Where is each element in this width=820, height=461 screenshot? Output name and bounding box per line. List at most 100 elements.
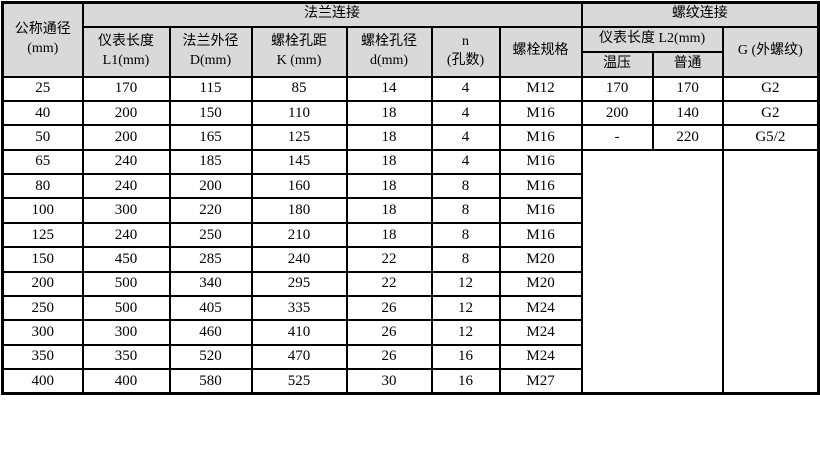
body-cell: 240 — [81, 173, 171, 200]
cell-nominal-diameter: 200 — [1, 270, 84, 298]
table-body: 25 170 115 85 14 4 M12 170 170 G2 40 200 150 110 18 4 M1… — [1, 75, 820, 395]
body-cell: 400 — [81, 368, 171, 395]
body-cell: 22 — [345, 246, 433, 273]
cell-nominal-diameter: 250 — [1, 294, 84, 322]
body-cell: M16 — [498, 148, 583, 176]
body-cell: 220 — [168, 197, 253, 224]
body-cell: 18 — [345, 99, 433, 127]
body-cell: M12 — [498, 75, 583, 102]
header-nominal-line1: 公称通径 — [14, 21, 71, 37]
header-flange-group: 法兰连接 — [81, 1, 583, 28]
table-row: 50 200 165 125 18 4 M16-220 G5/2 — [1, 124, 820, 151]
cell-nominal-diameter: 125 — [1, 221, 84, 249]
table-row: 200 500 340 295 22 12 M20 — [1, 270, 819, 298]
header-thread-group: 螺纹连接 — [580, 1, 820, 28]
body-cell: 200 — [168, 173, 253, 200]
body-cell: 250 — [168, 221, 253, 249]
body-cell: 410 — [250, 319, 348, 346]
header-bolt-hole-diameter: 螺栓孔径 d(mm) — [345, 25, 433, 78]
header-hole-line2: d(mm) — [369, 52, 409, 68]
table-row: 400 400 580 525 30 16 M27 — [1, 368, 819, 395]
body-cell: M27 — [498, 368, 583, 395]
body-cell: 170 — [580, 75, 654, 102]
body-cell: M16 — [498, 197, 583, 224]
cell-nominal-diameter: 150 — [1, 246, 84, 273]
spec-table: 公称通径 (mm) 法兰连接 螺纹连接 仪表长度 L1(mm) 法兰外径 D(m… — [1, 1, 820, 396]
cell-nominal-diameter: 65 — [1, 148, 84, 176]
table-row: 125 240 250 210 18 8 M16 — [1, 221, 819, 249]
cell-nominal-diameter: 400 — [1, 368, 84, 395]
header-hole-count: n (孔数) — [430, 25, 501, 78]
table-row: 100 300 220 180 18 8 M16 — [1, 197, 819, 224]
table-row: 40 200 150 110 18 4 M16 200 140 G2 — [1, 99, 820, 127]
body-cell: 26 — [345, 319, 433, 346]
cell-nominal-diameter: 25 — [1, 75, 84, 102]
cell-nominal-diameter: 40 — [1, 99, 84, 127]
body-cell: 185 — [168, 148, 253, 176]
header-d-line2: D(mm) — [189, 52, 232, 68]
body-cell: 160 — [250, 173, 348, 200]
header-n-line2: (孔数) — [446, 52, 485, 68]
table-row: 65 240 185 145 18 4 M16 — [1, 148, 820, 395]
body-cell: 12 — [430, 270, 501, 298]
body-cell: 4 — [430, 124, 501, 151]
body-cell: 4 — [430, 99, 501, 127]
cell-nominal-diameter: 100 — [1, 197, 84, 224]
body-cell: 18 — [345, 197, 433, 224]
header-g-external-thread: G (外螺纹) — [721, 25, 820, 78]
header-row-groups: 公称通径 (mm) 法兰连接 螺纹连接 — [1, 1, 820, 78]
table-row: 300 300 460 410 26 12 M24 — [1, 319, 819, 346]
body-cell: M16 — [498, 124, 583, 151]
body-cell: 165 — [168, 124, 253, 151]
merged-empty-l2-cell — [580, 148, 724, 395]
body-cell: 500 — [81, 270, 171, 298]
body-cell: 220 — [651, 124, 724, 151]
header-row-l2-sub: 温压 普通 — [3, 50, 819, 78]
body-cell: 240 — [81, 221, 171, 249]
body-cell: 115 — [168, 75, 253, 102]
body-cell: M24 — [498, 343, 583, 371]
body-cell: 210 — [250, 221, 348, 249]
header-bolt-hole-pitch: 螺栓孔距 K (mm) — [250, 25, 348, 78]
table-row: 25 170 115 85 14 4 M12 170 170 G2 — [1, 75, 820, 102]
body-cell: M24 — [498, 319, 583, 346]
body-cell: M16 — [498, 99, 583, 127]
body-cell: 300 — [81, 197, 171, 224]
body-cell: G2 — [721, 75, 820, 102]
body-cell: 140 — [651, 99, 724, 127]
body-cell: 200 — [81, 99, 171, 127]
body-cell: 12 — [430, 319, 501, 346]
header-nominal-line2: (mm) — [27, 40, 59, 56]
body-cell: 170 — [81, 75, 171, 102]
header-nominal-diameter: 公称通径 (mm) — [1, 1, 84, 78]
body-cell: 520 — [168, 343, 253, 371]
body-cell: 16 — [430, 368, 501, 395]
body-cell: 240 — [250, 246, 348, 273]
body-cell: 110 — [250, 99, 348, 127]
header-bolt-spec: 螺栓规格 — [498, 25, 583, 78]
body-cell: 450 — [81, 246, 171, 273]
body-cell: 170 — [651, 75, 724, 102]
body-cell: 295 — [250, 270, 348, 298]
body-cell: M20 — [498, 270, 583, 298]
body-cell: 26 — [345, 343, 433, 371]
body-cell: 12 — [430, 294, 501, 322]
body-cell: 500 — [81, 294, 171, 322]
body-cell: 30 — [345, 368, 433, 395]
body-cell: 26 — [345, 294, 433, 322]
body-cell: 4 — [430, 148, 501, 176]
header-l1-line1: 仪表长度 — [98, 33, 154, 49]
body-cell: 150 — [168, 99, 253, 127]
table-row: 150 450 285 240 22 8 M20 — [1, 246, 819, 273]
body-cell: 405 — [168, 294, 253, 322]
header-k-line2: K (mm) — [276, 52, 322, 68]
cell-nominal-diameter: 300 — [1, 319, 84, 346]
body-cell: 8 — [430, 173, 501, 200]
body-cell: 18 — [345, 124, 433, 151]
cell-nominal-diameter: 80 — [1, 173, 84, 200]
body-cell: 8 — [430, 197, 501, 224]
body-cell: 180 — [250, 197, 348, 224]
body-cell: M24 — [498, 294, 583, 322]
body-cell: G2 — [721, 99, 820, 127]
body-cell: 350 — [81, 343, 171, 371]
